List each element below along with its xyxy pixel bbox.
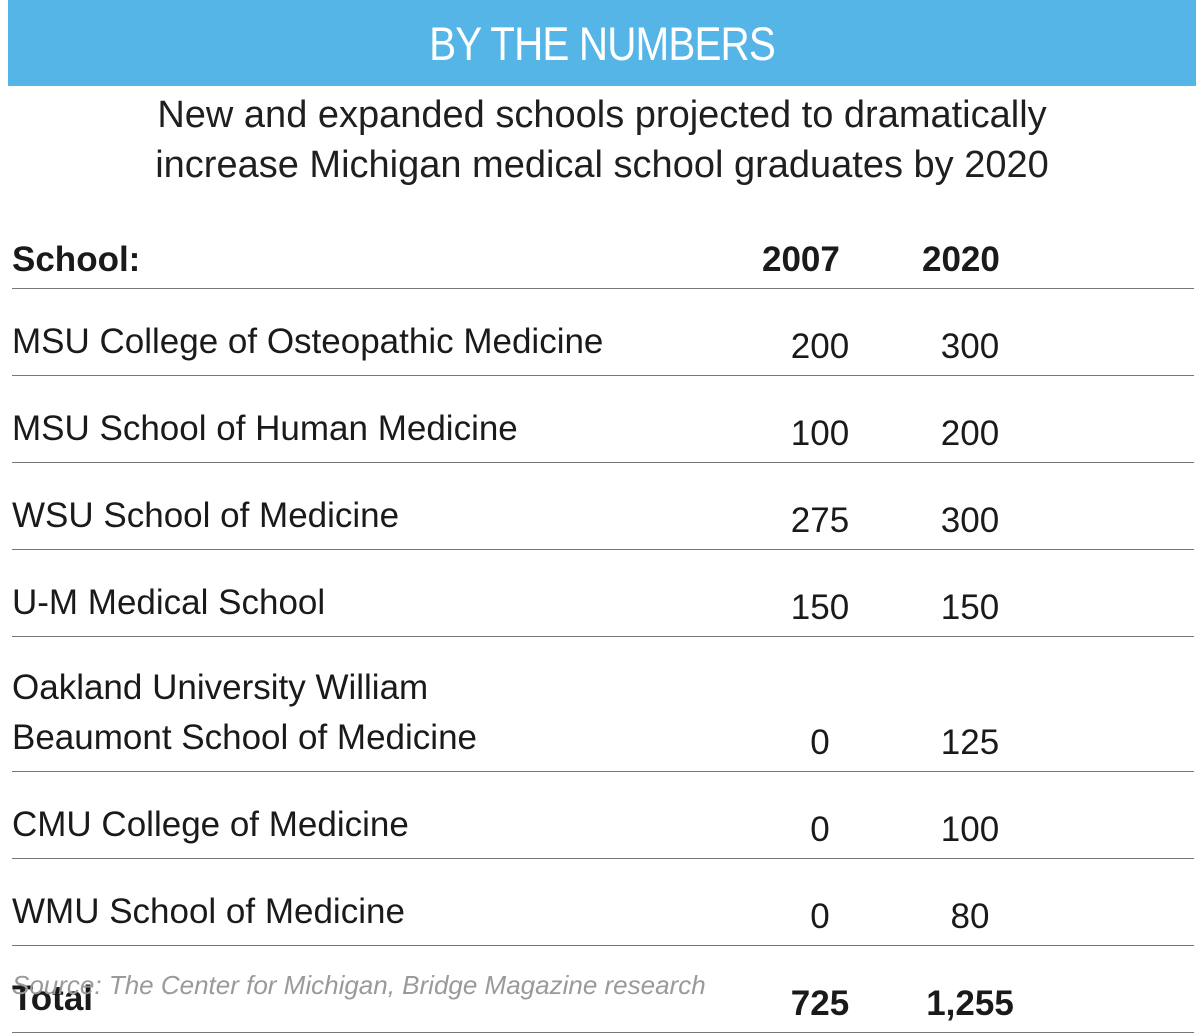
banner-title: BY THE NUMBERS [429, 16, 776, 70]
value-2007: 200 [712, 288, 904, 376]
school-name: Oakland University William Beaumont Scho… [12, 636, 712, 772]
value-2007: 0 [712, 771, 904, 859]
row-spacer [1036, 375, 1194, 463]
school-name-line-1: Oakland University William [12, 668, 429, 707]
row-spacer [1036, 549, 1194, 637]
value-2007: 275 [712, 462, 904, 550]
table-row: Oakland University William Beaumont Scho… [12, 636, 1194, 772]
column-header-school: School: [12, 222, 712, 289]
column-header-2020: 2020 [904, 222, 1036, 289]
row-spacer [1036, 945, 1194, 1033]
row-spacer [1036, 288, 1194, 376]
value-2020: 200 [904, 375, 1036, 463]
value-2007: 150 [712, 549, 904, 637]
row-spacer [1036, 462, 1194, 550]
school-name: WSU School of Medicine [12, 462, 712, 550]
school-name: MSU School of Human Medicine [12, 375, 712, 463]
table-row: MSU College of Osteopathic Medicine 200 … [12, 288, 1194, 376]
subtitle-line-1: New and expanded schools projected to dr… [157, 94, 1047, 136]
row-spacer [1036, 636, 1194, 772]
value-2020: 125 [904, 636, 1036, 772]
header-banner: BY THE NUMBERS [8, 0, 1196, 86]
row-spacer [1036, 771, 1194, 859]
column-header-2007: 2007 [712, 222, 904, 289]
school-name: U-M Medical School [12, 549, 712, 637]
subtitle: New and expanded schools projected to dr… [0, 90, 1204, 190]
subtitle-line-2: increase Michigan medical school graduat… [155, 144, 1049, 186]
value-2007: 0 [712, 636, 904, 772]
school-name: CMU College of Medicine [12, 771, 712, 859]
total-2007: 725 [712, 945, 904, 1033]
total-2020: 1,255 [904, 945, 1036, 1033]
value-2007: 100 [712, 375, 904, 463]
value-2020: 150 [904, 549, 1036, 637]
source-note: Source: The Center for Michigan, Bridge … [12, 970, 706, 1000]
value-2020: 100 [904, 771, 1036, 859]
school-name-line-2: Beaumont School of Medicine [12, 718, 477, 757]
table-row: WMU School of Medicine 0 80 [12, 858, 1194, 946]
table-row: CMU College of Medicine 0 100 [12, 771, 1194, 859]
value-2020: 300 [904, 288, 1036, 376]
column-spacer [1036, 222, 1194, 289]
table-header-row: School: 2007 2020 [12, 222, 1194, 289]
value-2020: 80 [904, 858, 1036, 946]
table-row: MSU School of Human Medicine 100 200 [12, 375, 1194, 463]
value-2007: 0 [712, 858, 904, 946]
table-row: WSU School of Medicine 275 300 [12, 462, 1194, 550]
school-name: MSU College of Osteopathic Medicine [12, 288, 712, 376]
graduates-table: School: 2007 2020 MSU College of Osteopa… [12, 222, 1194, 1033]
table-row: U-M Medical School 150 150 [12, 549, 1194, 637]
row-spacer [1036, 858, 1194, 946]
school-name: WMU School of Medicine [12, 858, 712, 946]
value-2020: 300 [904, 462, 1036, 550]
